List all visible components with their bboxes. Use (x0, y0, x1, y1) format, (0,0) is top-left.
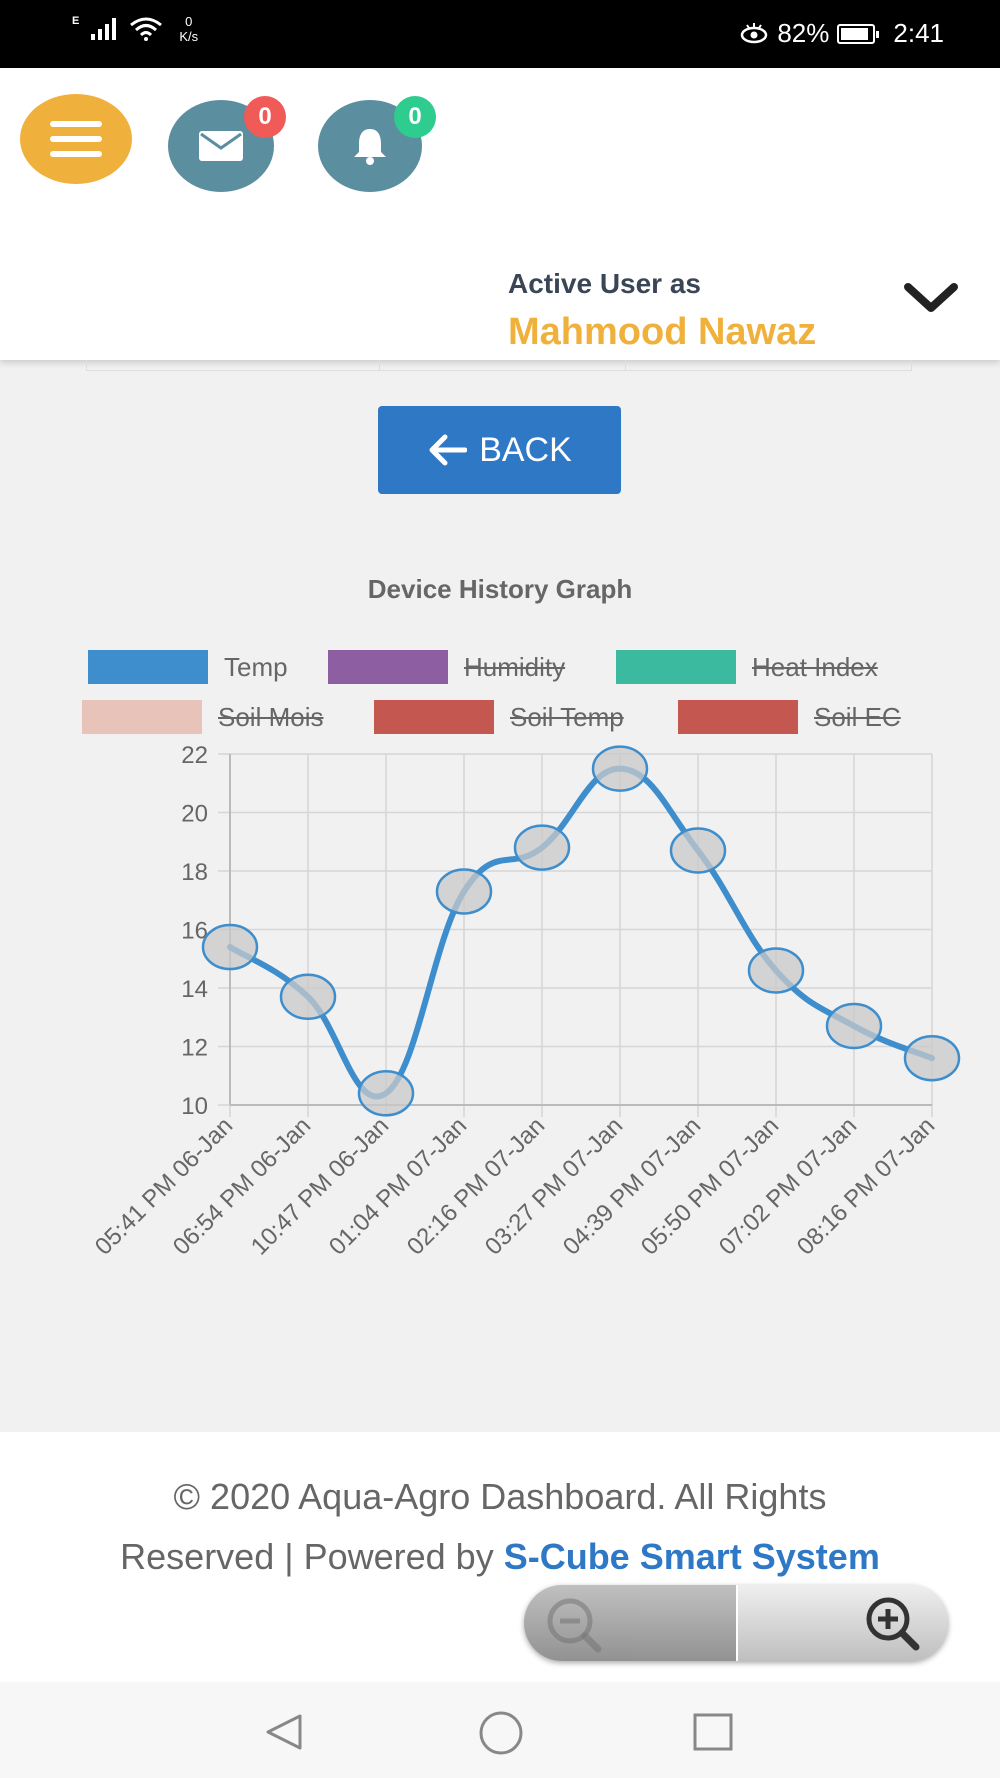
legend-swatch (328, 650, 448, 684)
app-header: 0 0 Active User as Mahmood Nawaz (0, 68, 1000, 360)
x-tick-label: 06:54 PM 06-Jan (168, 1112, 316, 1260)
legend-label: Soil Temp (510, 701, 624, 732)
legend-label: Soil Mois (218, 701, 324, 732)
y-tick-label: 18 (181, 859, 208, 886)
chevron-down-icon[interactable] (904, 282, 958, 314)
chart-title: Device History Graph (367, 574, 633, 604)
battery-percent: 82% (777, 18, 830, 48)
x-tick-label: 01:04 PM 07-Jan (324, 1112, 472, 1260)
zoom-out-button[interactable] (524, 1585, 736, 1661)
nav-home-icon[interactable] (478, 1710, 524, 1756)
notifications-badge: 0 (394, 96, 436, 138)
clock: 2:41 (893, 18, 944, 48)
network-type: E (72, 15, 80, 27)
legend-swatch (678, 700, 798, 734)
x-tick-label: 04:39 PM 07-Jan (558, 1112, 706, 1260)
x-tick-label: 02:16 PM 07-Jan (402, 1112, 550, 1260)
y-tick-label: 20 (181, 801, 208, 828)
system-nav-bar (0, 1682, 1000, 1778)
x-tick-label: 07:02 PM 07-Jan (714, 1112, 862, 1260)
table-remnant (86, 360, 912, 371)
status-bar: E 0 K/s 82% 2:41 (0, 0, 1000, 68)
data-point[interactable] (825, 1002, 883, 1050)
zoom-in-button[interactable] (738, 1585, 948, 1661)
x-tick-label: 10:47 PM 06-Jan (246, 1112, 394, 1260)
data-point[interactable] (513, 824, 571, 871)
nav-recents-icon[interactable] (692, 1712, 734, 1752)
legend-humidity[interactable]: Humidity (328, 650, 565, 684)
y-tick-label: 14 (181, 976, 208, 1003)
legend-swatch (616, 650, 736, 684)
data-point[interactable] (279, 973, 337, 1021)
legend-soil-mois[interactable]: Soil Mois (82, 700, 323, 734)
legend-label: Temp (224, 651, 288, 682)
eye-comfort-icon (741, 22, 768, 43)
battery-icon (837, 23, 880, 44)
data-point[interactable] (903, 1034, 961, 1082)
data-point[interactable] (435, 868, 493, 915)
legend-heat-index[interactable]: Heat Index (616, 650, 878, 684)
legend-label: Humidity (464, 651, 566, 682)
copyright-line: © 2020 Aqua-Agro Dashboard. All Rights (173, 1476, 827, 1517)
data-point[interactable] (357, 1070, 415, 1117)
zoom-control (524, 1585, 948, 1661)
active-user-name[interactable]: Mahmood Nawaz (508, 311, 817, 353)
zoom-in-icon (866, 1597, 920, 1651)
y-tick-label: 22 (181, 742, 208, 769)
data-point[interactable] (591, 745, 649, 792)
data-point[interactable] (747, 947, 805, 994)
menu-button[interactable] (20, 94, 132, 184)
back-button-label: BACK (479, 430, 572, 469)
legend-temp[interactable]: Temp (88, 650, 288, 684)
wifi-icon (130, 17, 163, 41)
back-button[interactable]: BACK (378, 406, 621, 494)
messages-badge: 0 (244, 96, 286, 138)
signal-icon (91, 18, 117, 40)
hamburger-icon (50, 121, 102, 157)
x-tick-label: 08:16 PM 07-Jan (792, 1112, 940, 1260)
envelope-icon (199, 131, 243, 161)
powered-by-line: Reserved | Powered by S-Cube Smart Syste… (120, 1536, 880, 1577)
data-point[interactable] (669, 827, 727, 874)
bell-icon (354, 129, 386, 165)
legend-label: Heat Index (752, 651, 878, 682)
y-tick-label: 12 (181, 1035, 208, 1062)
network-speed: 0 K/s (179, 14, 199, 44)
legend-label: Soil EC (814, 701, 901, 732)
active-user-label: Active User as (508, 268, 702, 299)
x-tick-label: 05:41 PM 06-Jan (90, 1112, 238, 1260)
x-tick-label: 03:27 PM 07-Jan (480, 1112, 628, 1260)
legend-soil-temp[interactable]: Soil Temp (374, 700, 624, 734)
company-link[interactable]: S-Cube Smart System (503, 1536, 880, 1577)
legend-swatch (82, 700, 202, 734)
y-tick-label: 10 (181, 1093, 208, 1120)
legend-swatch (88, 650, 208, 684)
series-line-temp (227, 765, 935, 1100)
legend-soil-ec[interactable]: Soil EC (678, 700, 901, 734)
zoom-out-icon (547, 1598, 602, 1653)
arrow-left-icon (429, 434, 468, 466)
legend-swatch (374, 700, 494, 734)
nav-back-icon[interactable] (262, 1712, 306, 1752)
x-tick-label: 05:50 PM 07-Jan (636, 1112, 784, 1260)
data-point[interactable] (201, 923, 259, 971)
